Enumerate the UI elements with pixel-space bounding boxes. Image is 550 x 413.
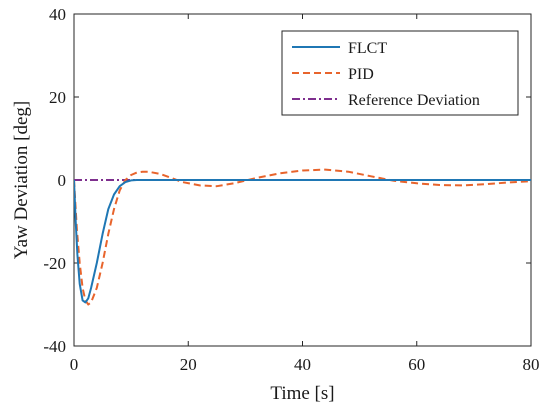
x-tick-label: 80 — [523, 355, 540, 374]
x-tick-label: 0 — [70, 355, 79, 374]
x-axis-label: Time [s] — [270, 383, 334, 404]
series-line-pid — [74, 168, 531, 306]
legend-entry: PID — [348, 66, 374, 83]
legend-box — [281, 30, 519, 116]
x-tick-label: 20 — [180, 355, 197, 374]
y-tick-label: 20 — [49, 88, 66, 107]
series-line-flct — [74, 179, 531, 304]
legend-entry: Reference Deviation — [348, 92, 480, 109]
legend-entry: FLCT — [348, 40, 387, 57]
y-tick-label: 40 — [49, 5, 66, 24]
legend: FLCT PID Reference Deviation — [281, 30, 519, 116]
y-tick-label: -40 — [43, 337, 66, 356]
x-tick-label: 40 — [294, 355, 311, 374]
y-tick-label: -20 — [43, 254, 66, 273]
x-tick-label: 60 — [408, 355, 425, 374]
y-axis-label: Yaw Deviation [deg] — [11, 101, 32, 260]
y-tick-label: 0 — [58, 171, 67, 190]
